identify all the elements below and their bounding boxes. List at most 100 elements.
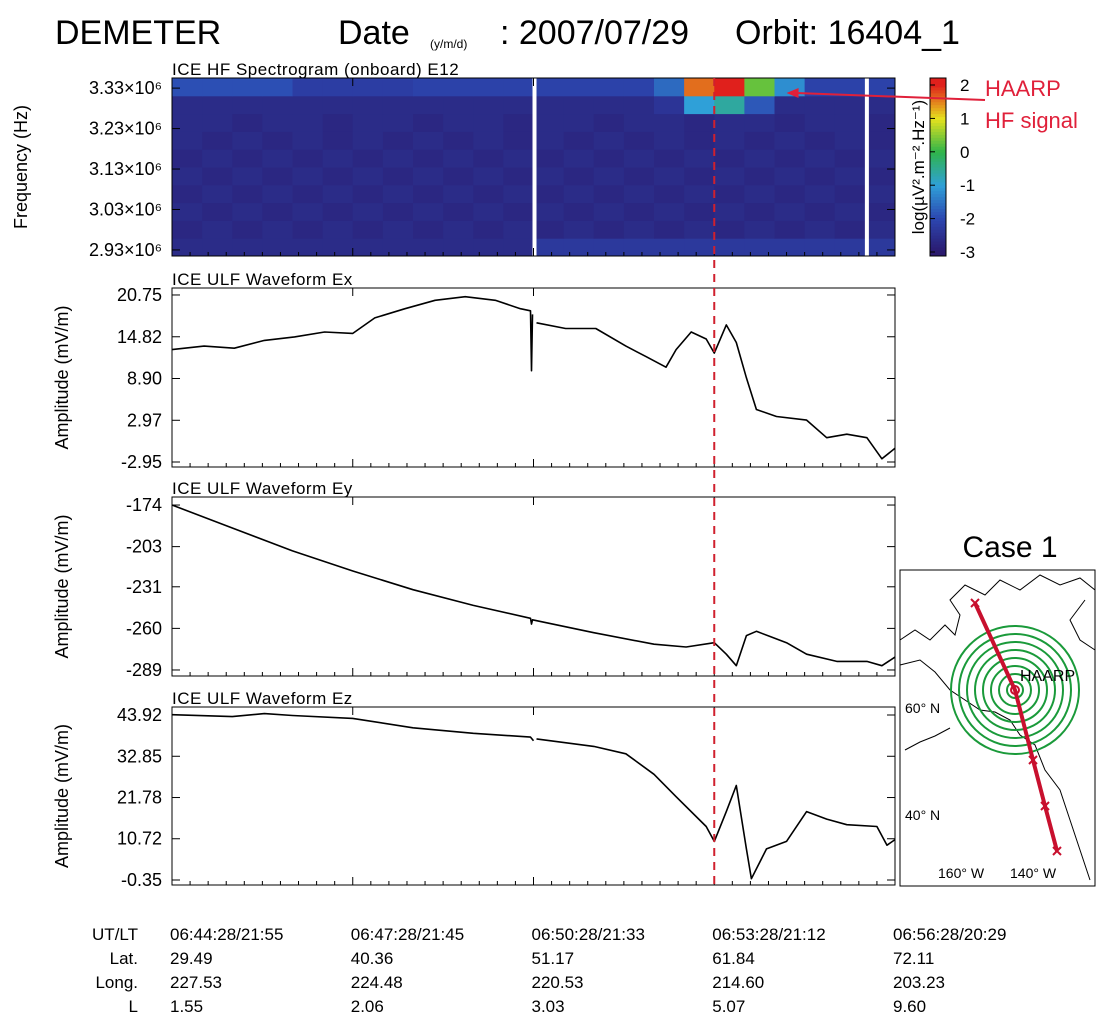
spectrogram-cell — [503, 78, 534, 97]
panel-title: ICE HF Spectrogram (onboard) E12 — [172, 60, 459, 79]
colorbar-step — [930, 92, 946, 97]
colorbar-step — [930, 83, 946, 88]
colorbar-step — [930, 175, 946, 180]
spectrogram-cell — [834, 184, 866, 204]
colorbar-step — [930, 122, 946, 126]
y-tick-label: 32.85 — [117, 746, 162, 766]
spectrogram-cell — [804, 167, 836, 186]
table-row-label: Lat. — [110, 949, 138, 968]
colorbar-step — [930, 134, 946, 138]
spectrogram-cell — [654, 95, 685, 115]
spectrogram-cell — [834, 113, 866, 132]
colorbar-step — [930, 253, 946, 257]
spectrogram-cell — [322, 131, 354, 150]
spectrogram-cell — [202, 184, 233, 204]
spectrogram-cell — [443, 202, 474, 221]
spectrogram-cell — [352, 131, 384, 150]
spectrogram-cell — [382, 167, 414, 186]
spectrogram-cell — [774, 184, 806, 204]
table-cell: 1.55 — [170, 997, 203, 1016]
spectrogram-cell — [322, 95, 354, 115]
spectrogram-cell — [684, 202, 715, 221]
spectrogram-cell — [172, 167, 203, 186]
panel-title: ICE ULF Waveform Ex — [172, 270, 353, 289]
spectrogram-cell — [382, 202, 414, 221]
map-inset: Case 1 HAARP 60° N 40° N 160° W 140° W — [899, 531, 1096, 887]
y-axis-label: Frequency (Hz) — [11, 105, 31, 229]
spectrogram-cell — [202, 78, 233, 97]
spectrogram-cell — [684, 220, 715, 239]
spectrogram-cell — [473, 184, 504, 204]
spectrogram-cell — [533, 131, 565, 150]
spectrogram-cell — [864, 78, 896, 97]
y-tick-label: 3.23×10⁶ — [89, 119, 162, 139]
table-cell: 72.11 — [893, 949, 934, 968]
spectrogram-cell — [593, 184, 625, 204]
spectrogram-cell — [503, 220, 534, 239]
waveform-line — [171, 712, 896, 880]
table-cell: 2.06 — [351, 997, 384, 1016]
spectrogram-cell — [262, 184, 293, 204]
spectrogram-cell — [804, 184, 836, 204]
spectrogram-cell — [292, 184, 324, 204]
y-tick-label: 2.97 — [127, 410, 162, 430]
spectrogram-cell — [744, 202, 775, 221]
spectrogram-cell — [262, 149, 293, 168]
colorbar-step — [930, 238, 946, 242]
instrument-title: DEMETER — [55, 14, 221, 52]
spectrogram-cell — [503, 95, 534, 115]
colorbar-step — [930, 205, 946, 210]
colorbar-step — [930, 247, 946, 251]
colorbar-step — [930, 223, 946, 227]
colorbar-step — [930, 125, 946, 129]
colorbar-tick-label: 2 — [960, 76, 969, 95]
spectrogram-cell — [533, 95, 565, 115]
spectrogram-cell — [413, 202, 444, 221]
spectrogram-cell — [864, 167, 896, 186]
y-tick-label: 20.75 — [117, 285, 162, 305]
spectrogram-cell — [473, 113, 504, 132]
date-unit: (y/m/d) — [430, 37, 467, 51]
spectrogram-cell — [864, 220, 896, 239]
colorbar-step — [930, 167, 946, 171]
spectrogram-cell — [382, 95, 414, 115]
spectrogram-cell — [473, 220, 504, 239]
spectrogram-cell — [563, 167, 595, 186]
spectrogram-cell — [352, 238, 384, 257]
spectrogram-cell — [714, 95, 745, 115]
spectrogram-cell — [262, 238, 293, 257]
y-tick-label: 10.72 — [117, 829, 162, 849]
colorbar-step — [930, 161, 946, 165]
panel-frame — [171, 496, 896, 677]
spectrogram-cell — [172, 238, 203, 257]
spectrogram-cell — [382, 131, 414, 150]
table-cell: 224.48 — [351, 973, 403, 992]
spectrogram-cell — [202, 149, 233, 168]
spectrogram-cell — [352, 95, 384, 115]
spectrogram-cell — [684, 131, 715, 150]
spectrogram-cell — [774, 238, 806, 257]
spectrogram-cell — [774, 167, 806, 186]
spectrogram-cell — [232, 149, 263, 168]
spectrogram-cell — [322, 78, 354, 97]
spectrogram-cell — [654, 131, 685, 150]
spectrogram-cell — [262, 95, 293, 115]
colorbar-step — [930, 137, 946, 141]
spectrogram-cell — [382, 149, 414, 168]
y-tick-label: -260 — [126, 618, 162, 638]
spectrogram-cell — [322, 238, 354, 257]
colorbar-step — [930, 110, 946, 115]
spectrogram-cell — [744, 95, 775, 115]
spectrogram-cell — [473, 167, 504, 186]
spectrogram-cell — [864, 184, 896, 204]
spectrogram-cell — [202, 113, 233, 132]
spectrogram-cell — [654, 238, 685, 257]
spectrogram-cell — [684, 184, 715, 204]
spectrogram-cell — [262, 167, 293, 186]
spectrogram-cell — [292, 95, 324, 115]
colorbar-step — [930, 226, 946, 230]
colorbar-step — [930, 196, 946, 201]
colorbar-step — [930, 128, 946, 132]
spectrogram-cell — [382, 113, 414, 132]
table-cell: 61.84 — [712, 949, 755, 968]
